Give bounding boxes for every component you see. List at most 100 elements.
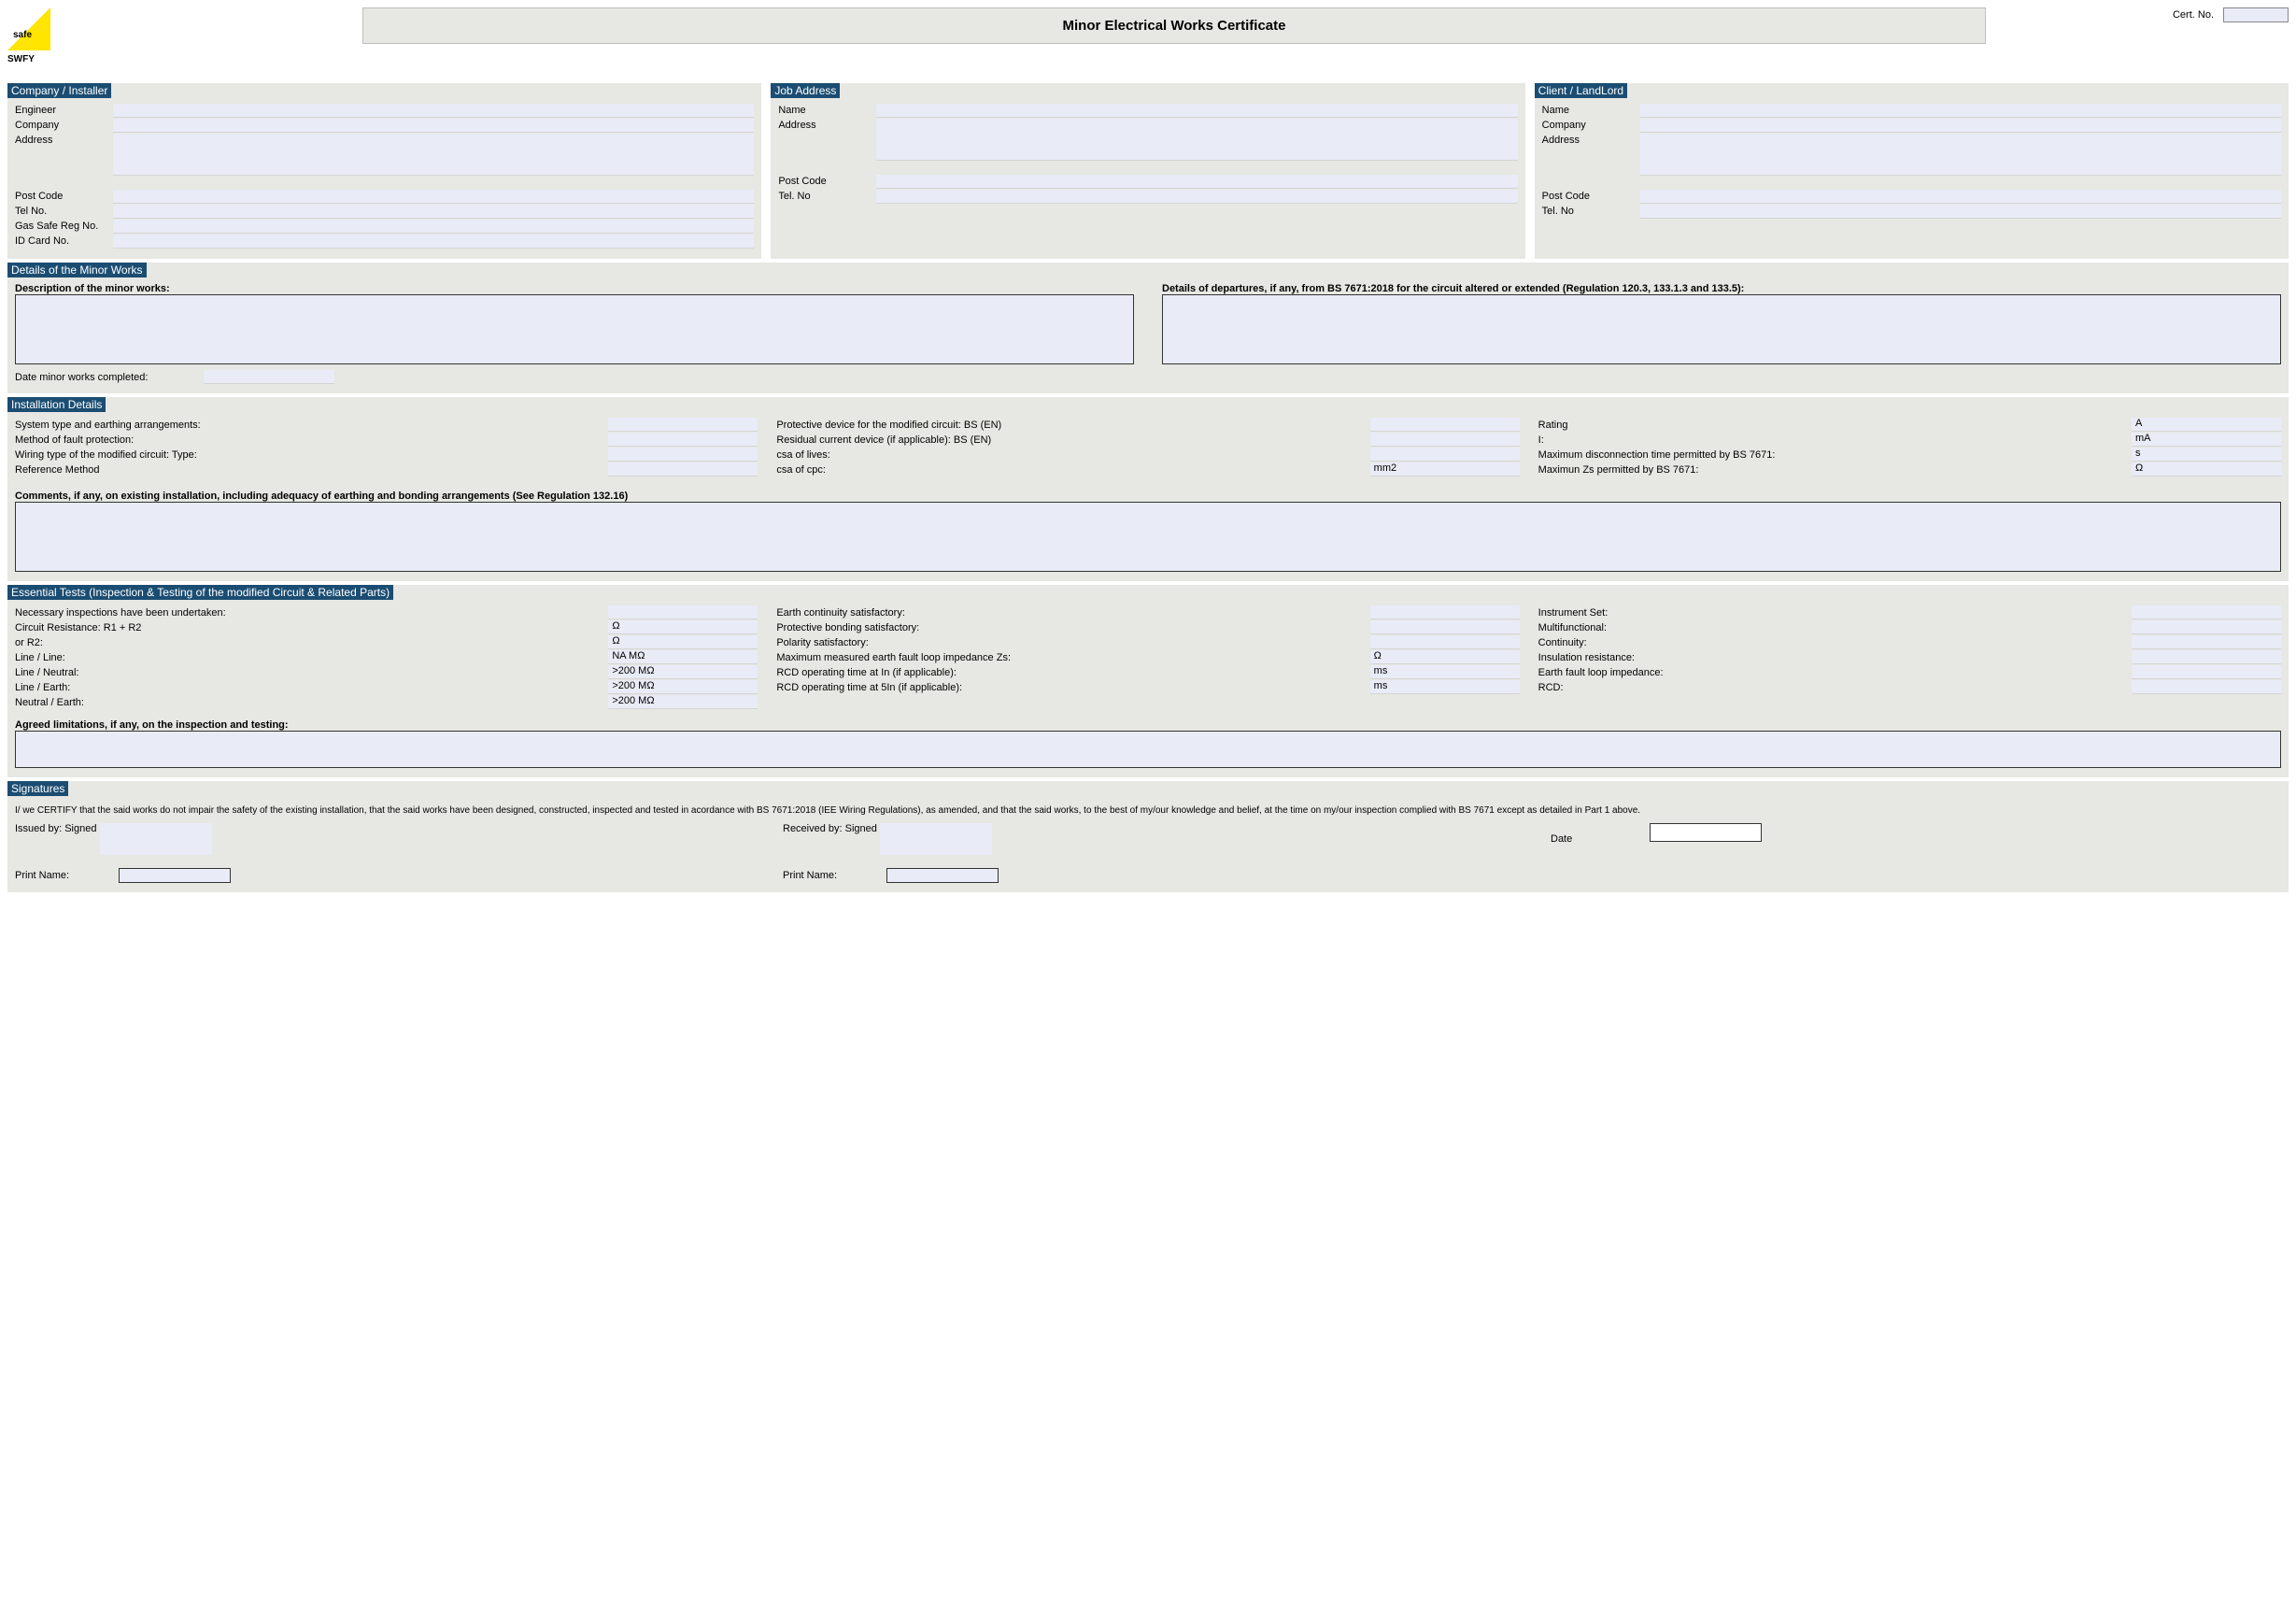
earth-input[interactable] bbox=[1370, 605, 1520, 619]
label: Address bbox=[778, 119, 876, 131]
wiring-input[interactable] bbox=[608, 448, 758, 462]
job-tel-input[interactable] bbox=[876, 190, 1517, 204]
client-address-input[interactable] bbox=[1640, 134, 2281, 176]
date-label: Date bbox=[1551, 833, 1572, 845]
limitations-label: Agreed limitations, if any, on the inspe… bbox=[15, 719, 2281, 731]
page-header: safe SWFY Minor Electrical Works Certifi… bbox=[7, 7, 2289, 64]
zs-input[interactable]: Ω bbox=[1370, 650, 1520, 664]
label: Method of fault protection: bbox=[15, 434, 608, 446]
ref-input[interactable] bbox=[608, 462, 758, 477]
label: Post Code bbox=[778, 175, 876, 187]
instrument-input[interactable] bbox=[2132, 605, 2281, 619]
insulation-input[interactable] bbox=[2132, 650, 2281, 664]
label: Address bbox=[1542, 134, 1640, 146]
date-completed-input[interactable] bbox=[204, 370, 334, 384]
company-address-input[interactable] bbox=[113, 134, 754, 176]
logo: safe SWFY bbox=[7, 7, 64, 64]
le-input[interactable]: >200 MΩ bbox=[608, 680, 758, 694]
label: RCD operating time at 5In (if applicable… bbox=[776, 682, 1369, 693]
ln-input[interactable]: >200 MΩ bbox=[608, 665, 758, 679]
label: csa of lives: bbox=[776, 449, 1369, 461]
job-name-input[interactable] bbox=[876, 104, 1517, 118]
csa-cpc-input[interactable]: mm2 bbox=[1370, 462, 1520, 477]
label: Engineer bbox=[15, 104, 113, 116]
company-input[interactable] bbox=[113, 119, 754, 133]
label: Post Code bbox=[15, 190, 113, 202]
engineer-input[interactable] bbox=[113, 104, 754, 118]
label: Neutral / Earth: bbox=[15, 697, 608, 708]
rcd-input[interactable] bbox=[1370, 433, 1520, 447]
cert-no-input[interactable] bbox=[2223, 7, 2289, 22]
company-postcode-input[interactable] bbox=[113, 190, 754, 204]
received-signature-input[interactable] bbox=[880, 823, 992, 855]
rcd-in-input[interactable]: ms bbox=[1370, 665, 1520, 679]
multi-input[interactable] bbox=[2132, 620, 2281, 634]
job-header: Job Address bbox=[771, 83, 840, 98]
job-address-input[interactable] bbox=[876, 119, 1517, 161]
client-name-input[interactable] bbox=[1640, 104, 2281, 118]
signatures-header: Signatures bbox=[7, 781, 68, 796]
label: Instrument Set: bbox=[1538, 607, 2132, 619]
issued-signature-input[interactable] bbox=[100, 823, 212, 855]
client-tel-input[interactable] bbox=[1640, 205, 2281, 219]
label: Protective device for the modified circu… bbox=[776, 420, 1369, 431]
rcd-5in-input[interactable]: ms bbox=[1370, 680, 1520, 694]
label: Name bbox=[1542, 104, 1640, 116]
label: Address bbox=[15, 134, 113, 146]
label: Maximun Zs permitted by BS 7671: bbox=[1538, 464, 2132, 476]
comments-textarea[interactable] bbox=[15, 502, 2281, 572]
label: Line / Neutral: bbox=[15, 667, 608, 678]
client-section: Client / LandLord Name Company Address P… bbox=[1535, 83, 2289, 259]
maxdisc-input[interactable]: s bbox=[2132, 448, 2281, 462]
label: Line / Line: bbox=[15, 652, 608, 663]
departures-textarea[interactable] bbox=[1162, 294, 2281, 364]
protective-input[interactable] bbox=[1370, 418, 1520, 432]
departures-label: Details of departures, if any, from BS 7… bbox=[1162, 283, 2281, 294]
maxzs-input[interactable]: Ω bbox=[2132, 462, 2281, 477]
desc-textarea[interactable] bbox=[15, 294, 1134, 364]
polarity-input[interactable] bbox=[1370, 635, 1520, 649]
label: Insulation resistance: bbox=[1538, 652, 2132, 663]
ll-input[interactable]: NA MΩ bbox=[608, 650, 758, 664]
company-header: Company / Installer bbox=[7, 83, 111, 98]
efli-input[interactable] bbox=[2132, 665, 2281, 679]
gasreg-input[interactable] bbox=[113, 220, 754, 234]
r1r2-input[interactable]: Ω bbox=[608, 620, 758, 634]
received-print-input[interactable] bbox=[886, 868, 999, 883]
label: or R2: bbox=[15, 637, 608, 648]
signature-date-input[interactable] bbox=[1650, 823, 1762, 842]
label: I: bbox=[1538, 434, 2132, 446]
idcard-input[interactable] bbox=[113, 235, 754, 249]
continuity-input[interactable] bbox=[2132, 635, 2281, 649]
label: Circuit Resistance: R1 + R2 bbox=[15, 622, 608, 633]
label: RCD: bbox=[1538, 682, 2132, 693]
rcd-serial-input[interactable] bbox=[2132, 680, 2281, 694]
cert-no-label: Cert. No. bbox=[2173, 9, 2214, 21]
logo-subtext: SWFY bbox=[7, 54, 64, 64]
csa-lives-input[interactable] bbox=[1370, 448, 1520, 462]
print-label: Print Name: bbox=[15, 870, 69, 881]
label: Post Code bbox=[1542, 190, 1640, 202]
issued-print-input[interactable] bbox=[119, 868, 231, 883]
limitations-textarea[interactable] bbox=[15, 731, 2281, 768]
minorworks-section: Details of the Minor Works Description o… bbox=[7, 263, 2289, 393]
systype-input[interactable] bbox=[608, 418, 758, 432]
inspections-input[interactable] bbox=[608, 605, 758, 619]
client-company-input[interactable] bbox=[1640, 119, 2281, 133]
company-tel-input[interactable] bbox=[113, 205, 754, 219]
ne-input[interactable]: >200 MΩ bbox=[608, 695, 758, 709]
rating-input[interactable]: A bbox=[2132, 418, 2281, 432]
bonding-input[interactable] bbox=[1370, 620, 1520, 634]
or-r2-input[interactable]: Ω bbox=[608, 635, 758, 649]
i-input[interactable]: mA bbox=[2132, 433, 2281, 447]
job-postcode-input[interactable] bbox=[876, 175, 1517, 189]
label: Protective bonding satisfactory: bbox=[776, 622, 1369, 633]
label: Polarity satisfactory: bbox=[776, 637, 1369, 648]
label: Company bbox=[1542, 119, 1640, 131]
received-label: Received by: Signed bbox=[783, 823, 877, 834]
tests-section: Essential Tests (Inspection & Testing of… bbox=[7, 585, 2289, 777]
fault-input[interactable] bbox=[608, 433, 758, 447]
install-section: Installation Details System type and ear… bbox=[7, 397, 2289, 581]
label: ID Card No. bbox=[15, 235, 113, 247]
client-postcode-input[interactable] bbox=[1640, 190, 2281, 204]
